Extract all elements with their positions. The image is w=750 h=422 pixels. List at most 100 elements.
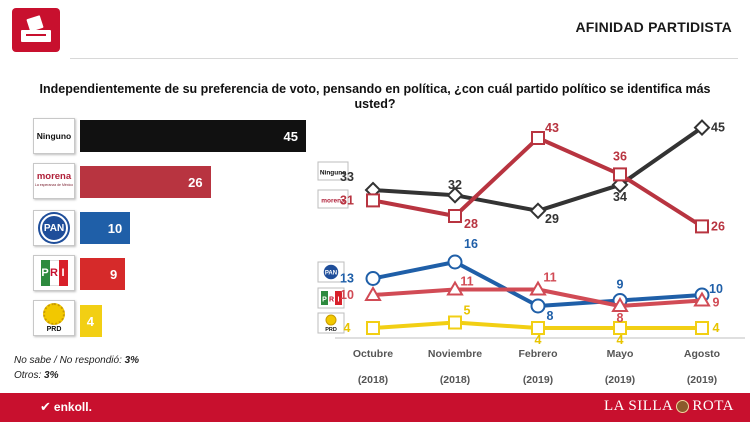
data-label-2: 9 — [617, 278, 624, 292]
bar-morena-value: 26 — [188, 174, 203, 190]
data-label-1: 28 — [464, 217, 478, 231]
legend-badge-pri-letter: I — [338, 297, 340, 304]
series-point-0 — [529, 202, 547, 220]
enkoll-logo-text: enkoll. — [53, 400, 92, 414]
note-no-sabe: No sabe / No respondió: 3% — [14, 355, 139, 366]
x-tick-label: Noviembre — [428, 348, 482, 360]
badge-ninguno: Ninguno — [33, 118, 75, 154]
page-title: AFINIDAD PARTIDISTA — [575, 19, 732, 35]
bar-pan: 10 — [80, 212, 131, 244]
note-otros-label: Otros: — [14, 370, 42, 381]
data-label-1: 26 — [711, 219, 725, 233]
x-tick-label: (2019) — [523, 374, 553, 386]
x-tick-label: Mayo — [607, 348, 634, 360]
data-label-2: 8 — [547, 309, 554, 323]
data-label-1: 36 — [613, 149, 627, 163]
series-point-3 — [529, 280, 547, 296]
series-point-2 — [365, 271, 381, 286]
survey-question: Independientemente de su preferencia de … — [39, 82, 711, 111]
legend-badge-pri-stripe — [328, 291, 335, 305]
note-no-sabe-label: No sabe / No respondió: — [14, 355, 122, 366]
x-tick-label: (2019) — [605, 374, 635, 386]
series-point-0 — [693, 119, 711, 137]
series-point-4 — [613, 321, 627, 335]
prd-sun-icon — [43, 303, 65, 325]
x-tick-label: (2018) — [358, 374, 388, 386]
bar-prd-value: 4 — [86, 313, 94, 329]
x-tick-label: Agosto — [684, 348, 720, 360]
x-tick-label: Octubre — [353, 348, 393, 360]
legend-badge-pri-stripe — [321, 291, 328, 305]
series-point-1 — [531, 131, 545, 145]
data-label-3: 11 — [460, 275, 473, 289]
la-silla-rota-text-2: ROTA — [692, 398, 734, 414]
x-tick-label: (2018) — [440, 374, 470, 386]
series-point-1 — [613, 167, 627, 182]
data-label-0: 45 — [711, 121, 725, 135]
legend-badge-ninguno-box — [317, 161, 349, 181]
legend-badge-prd: PRD — [325, 327, 337, 333]
footer-bar — [0, 393, 750, 422]
header-divider — [70, 58, 738, 59]
la-silla-rota-seal-icon — [676, 400, 690, 413]
legend-badge-pan-icon — [322, 263, 340, 281]
bar-pri-value: 9 — [109, 266, 118, 282]
ballot-box-shape — [21, 30, 51, 42]
data-label-3: 10 — [340, 288, 354, 302]
data-label-0: 34 — [613, 190, 627, 204]
series-point-3 — [611, 297, 629, 312]
series-point-0 — [446, 186, 464, 204]
data-label-4: 4 — [617, 333, 624, 347]
data-label-4: 5 — [464, 304, 471, 318]
legend-badge-pri-stripe — [335, 291, 342, 305]
series-point-1 — [695, 219, 709, 234]
note-otros: Otros: 3% — [14, 370, 58, 381]
data-label-1: 31 — [340, 193, 354, 207]
pan-logo: PAN — [33, 210, 75, 246]
morena-logo: morena La esperanza de México — [33, 163, 75, 199]
pan-logo-text: PAN — [43, 222, 65, 234]
series-point-4 — [448, 315, 462, 330]
legend-badge-morena: morena — [321, 198, 345, 205]
x-tick-label: Febrero — [518, 348, 557, 360]
data-label-3: 8 — [617, 311, 624, 325]
data-label-3: 11 — [543, 271, 556, 285]
pri-logo: P R I — [33, 255, 75, 291]
ballot-box-icon — [12, 8, 60, 52]
series-point-3 — [364, 286, 382, 301]
legend-badge-ninguno: Ninguno — [320, 170, 346, 177]
data-label-2: 13 — [340, 272, 354, 286]
pri-logo-i: I — [58, 260, 68, 286]
bar-ninguno: 45 — [80, 120, 306, 152]
data-label-4: 4 — [713, 321, 720, 335]
series-point-4 — [695, 321, 709, 335]
series-point-2 — [447, 254, 463, 270]
data-label-0: 32 — [448, 178, 462, 192]
bar-pan-value: 10 — [107, 220, 123, 236]
data-label-0: 33 — [340, 170, 354, 184]
legend-badge-pri-letter: P — [322, 297, 327, 304]
morena-logo-subtext: La esperanza de México — [34, 183, 74, 187]
bar-prd: 4 — [80, 305, 102, 337]
bar-pri: 9 — [80, 258, 126, 290]
pri-logo-r: R — [49, 260, 59, 286]
series-point-4 — [366, 321, 380, 335]
data-label-2: 10 — [709, 282, 723, 296]
series-point-4 — [531, 321, 545, 335]
note-otros-value: 3% — [44, 370, 59, 381]
bar-ninguno-value: 45 — [283, 128, 298, 144]
la-silla-rota-text-1: LA SILLA — [603, 398, 674, 414]
legend-badge-prd-icon — [325, 314, 337, 326]
data-label-4: 4 — [344, 321, 351, 335]
x-tick-label: (2019) — [687, 374, 717, 386]
series-point-1 — [366, 193, 380, 208]
data-label-3: 9 — [713, 296, 720, 310]
la-silla-rota-logo: LA SILLA ROTA — [604, 398, 734, 415]
legend-badge-morena-box — [317, 189, 349, 209]
legend-badge-pan: PAN — [325, 271, 337, 277]
enkoll-logo: ✔ enkoll. — [40, 399, 92, 415]
pan-logo-circle: PAN — [40, 214, 68, 242]
series-point-3 — [693, 291, 711, 307]
prd-logo: PRD — [33, 300, 75, 336]
